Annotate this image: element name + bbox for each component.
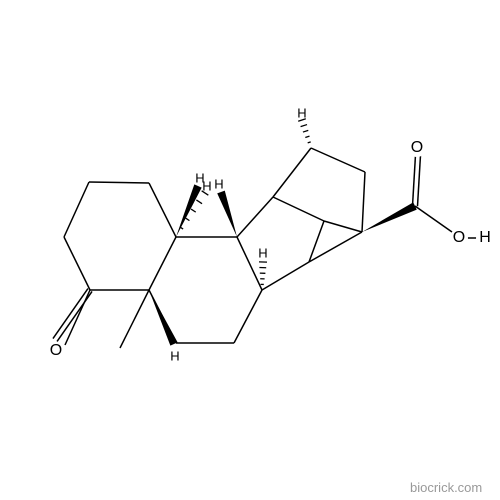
atom-label: O xyxy=(411,140,423,156)
atom-label: O xyxy=(453,230,465,246)
stereo-label: H xyxy=(258,247,267,260)
stereo-label: H xyxy=(170,350,179,363)
stereo-label: H xyxy=(214,178,223,191)
molecule-canvas: OOOHHHHHHH biocrick.com xyxy=(0,0,500,500)
molecule-svg xyxy=(0,0,500,500)
stereo-label: H xyxy=(297,107,306,120)
stereo-label: H xyxy=(202,180,211,193)
watermark-text: biocrick.com xyxy=(410,480,482,495)
atom-label: H xyxy=(479,230,491,246)
atom-label: O xyxy=(50,343,62,359)
